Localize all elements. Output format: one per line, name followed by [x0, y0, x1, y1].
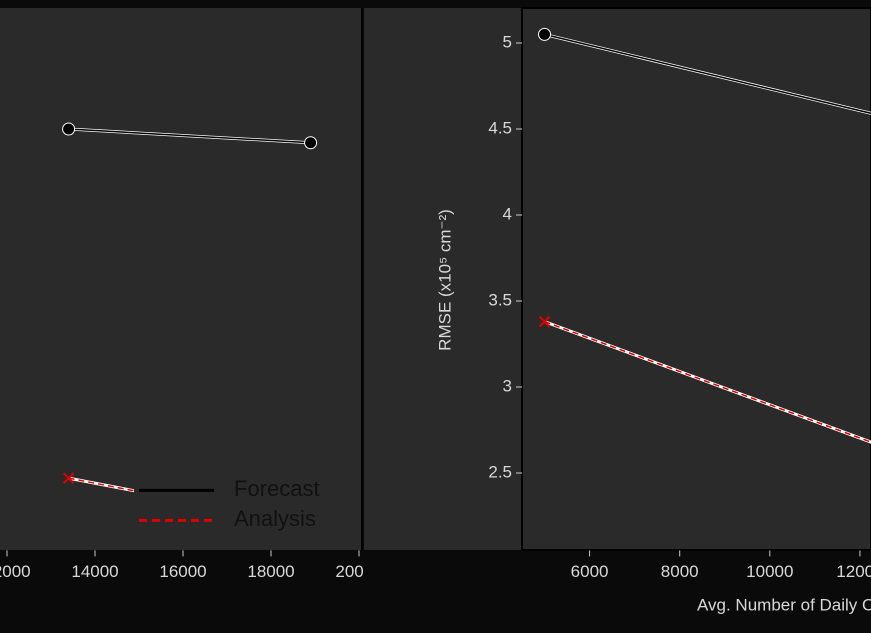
left-panel: 12000 14000 16000 18000 20000 Forecast Analysi… [0, 8, 364, 581]
x-tick-label: 20000 [335, 562, 364, 581]
plot-area [0, 8, 362, 550]
x-axis-label: Avg. Number of Daily Occultations [697, 595, 871, 614]
x-tick-label: 8000 [661, 562, 699, 581]
series-line [544, 33, 871, 115]
y-tick-label: 3 [503, 376, 512, 395]
x-tick-label: 6000 [571, 562, 609, 581]
y-tick-label: 4.5 [488, 118, 512, 137]
x-tick-label: 12000 [0, 562, 31, 581]
x-tick-label: 16000 [159, 562, 206, 581]
legend-box [134, 472, 352, 537]
point [62, 122, 76, 136]
point [62, 472, 75, 484]
series-line [68, 128, 311, 144]
point [538, 27, 552, 41]
y-tick-label: 5 [503, 32, 512, 51]
point [538, 315, 551, 328]
point [304, 136, 318, 150]
legend-label: Analysis [234, 506, 316, 531]
x-tick-label: 18000 [247, 562, 294, 581]
right-panel: 6000 8000 10000 12000 2.5 3 3.5 4 4.5 5 RMSE (x10⁵… [364, 7, 871, 614]
plot-area [521, 7, 871, 551]
y-axis-label: RMSE (x10⁵ cm⁻²) [435, 209, 454, 351]
y-tick-label: 3.5 [488, 290, 512, 309]
y-tick-label: 2.5 [488, 462, 512, 481]
series-line [544, 320, 871, 443]
x-tick-label: 12000 [836, 562, 871, 581]
legend-label: Forecast [234, 476, 320, 501]
x-tick-label: 14000 [71, 562, 118, 581]
x-tick-label: 10000 [746, 562, 793, 581]
y-tick-label: 4 [503, 204, 512, 223]
